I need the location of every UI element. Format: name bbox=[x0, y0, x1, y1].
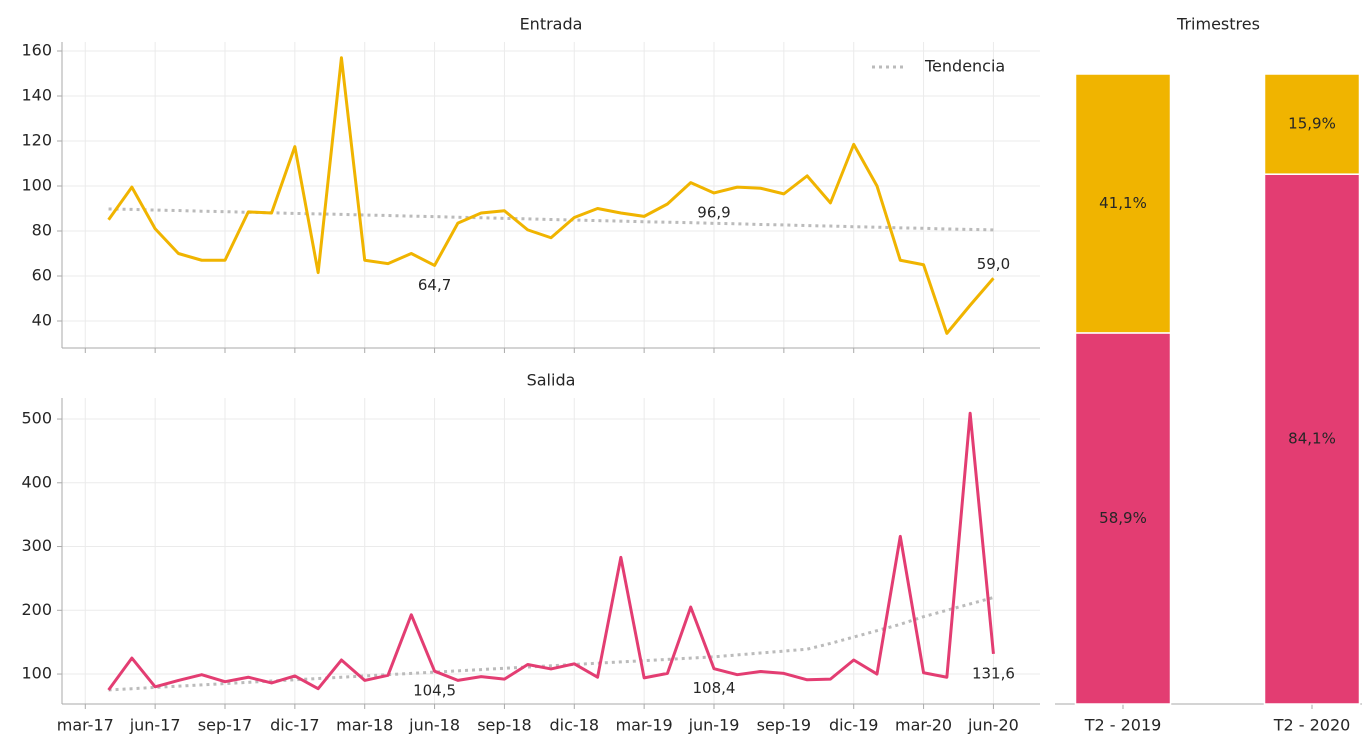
x-tick-label: sep-19 bbox=[757, 716, 811, 735]
series-line bbox=[107, 56, 995, 335]
x-tick-label: mar-19 bbox=[616, 716, 673, 735]
x-tick-label: jun-17 bbox=[129, 716, 181, 735]
data-label: 108,4 bbox=[693, 679, 736, 697]
bar-segment bbox=[1074, 332, 1172, 705]
x-tick-label: sep-17 bbox=[198, 716, 252, 735]
y-tick-label: 40 bbox=[32, 311, 52, 330]
x-tick-label: sep-18 bbox=[477, 716, 531, 735]
chart-title: Trimestres bbox=[1176, 15, 1260, 34]
series-line bbox=[108, 596, 994, 692]
y-tick-label: 400 bbox=[21, 472, 52, 491]
data-label: 84,1% bbox=[1288, 430, 1336, 448]
bar-segment bbox=[1074, 73, 1172, 334]
y-tick-label: 100 bbox=[21, 664, 52, 683]
y-tick-label: 300 bbox=[21, 536, 52, 555]
y-tick-label: 160 bbox=[21, 41, 52, 60]
data-label: 96,9 bbox=[697, 203, 730, 221]
series-line bbox=[107, 411, 995, 691]
data-label: 131,6 bbox=[972, 664, 1015, 682]
data-label: 41,1% bbox=[1099, 194, 1147, 212]
x-tick-label: mar-17 bbox=[57, 716, 114, 735]
chart-title: Salida bbox=[527, 371, 576, 390]
y-tick-label: 200 bbox=[21, 600, 52, 619]
y-tick-label: 500 bbox=[21, 409, 52, 428]
x-tick-label: dic-19 bbox=[829, 716, 879, 735]
data-label: 64,7 bbox=[418, 276, 451, 294]
data-label: 15,9% bbox=[1288, 115, 1336, 133]
x-tick-label: mar-18 bbox=[336, 716, 393, 735]
chart-title: Entrada bbox=[520, 15, 583, 34]
y-tick-label: 60 bbox=[32, 266, 52, 285]
y-tick-label: 100 bbox=[21, 176, 52, 195]
x-tick-label: T2 - 2020 bbox=[1273, 716, 1351, 735]
x-tick-label: jun-20 bbox=[967, 716, 1019, 735]
x-tick-label: jun-18 bbox=[408, 716, 460, 735]
y-tick-label: 140 bbox=[21, 86, 52, 105]
x-tick-label: mar-20 bbox=[895, 716, 952, 735]
x-tick-label: jun-19 bbox=[688, 716, 740, 735]
x-tick-label: T2 - 2019 bbox=[1084, 716, 1162, 735]
x-tick-label: dic-17 bbox=[270, 716, 320, 735]
x-tick-label: dic-18 bbox=[550, 716, 600, 735]
data-label: 104,5 bbox=[413, 682, 456, 700]
data-label: 59,0 bbox=[977, 255, 1010, 273]
y-tick-label: 80 bbox=[32, 221, 52, 240]
legend-label: Tendencia bbox=[924, 57, 1005, 76]
y-tick-label: 120 bbox=[21, 131, 52, 150]
bar-segment bbox=[1263, 173, 1361, 705]
data-label: 58,9% bbox=[1099, 509, 1147, 527]
bar-segment bbox=[1263, 73, 1361, 175]
